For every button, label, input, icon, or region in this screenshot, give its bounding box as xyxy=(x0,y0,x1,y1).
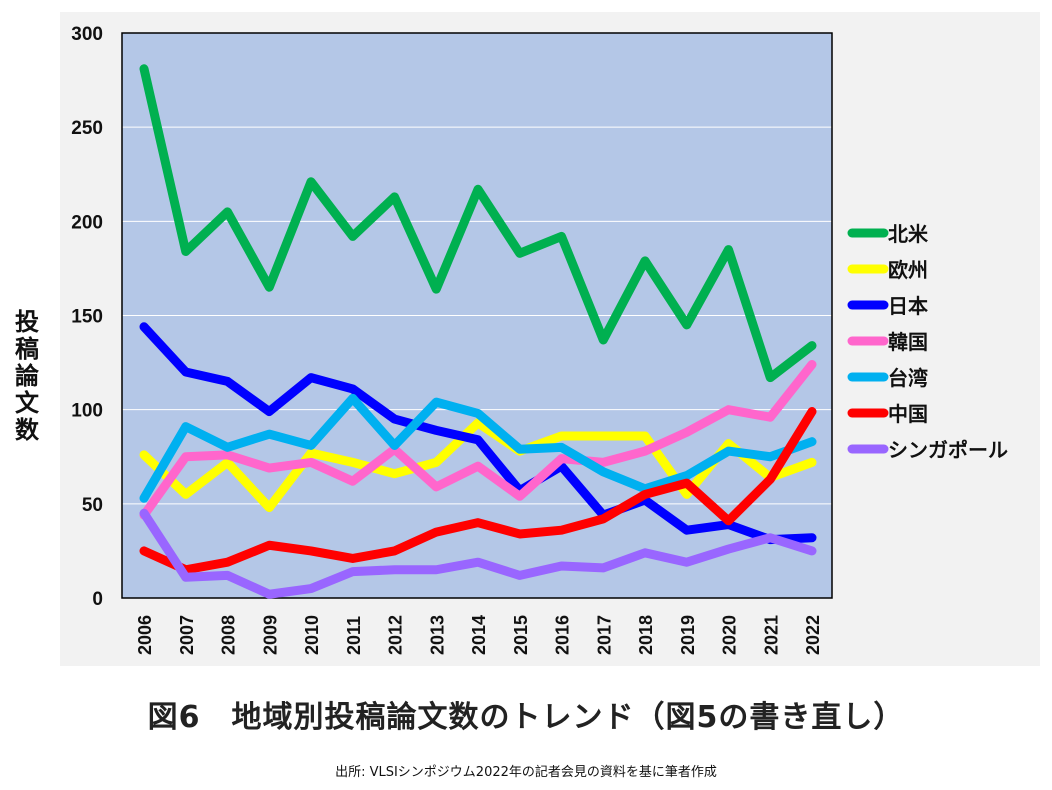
x-tick-label: 2011 xyxy=(344,616,364,655)
x-tick-label: 2021 xyxy=(761,615,781,655)
y-tick-label: 300 xyxy=(71,24,103,45)
plot-border xyxy=(121,32,833,599)
chart-source: 出所: VLSIシンポジウム2022年の記者会見の資料を基に筆者作成 xyxy=(335,765,717,780)
y-axis-label-char: 論 xyxy=(15,362,40,390)
x-tick-label: 2013 xyxy=(427,615,447,655)
legend-label: 欧州 xyxy=(888,258,928,282)
legend-label: シンガポール xyxy=(888,438,1008,462)
legend-label: 日本 xyxy=(888,294,928,318)
legend-label: 韓国 xyxy=(888,330,928,354)
y-tick-label: 100 xyxy=(71,401,103,422)
x-tick-label: 2006 xyxy=(135,615,155,655)
x-tick-label: 2008 xyxy=(219,615,239,655)
legend-label: 台湾 xyxy=(888,366,928,390)
legend-label: 中国 xyxy=(888,402,928,426)
x-tick-label: 2020 xyxy=(720,615,740,655)
x-tick-label: 2022 xyxy=(803,615,823,655)
x-tick-label: 2019 xyxy=(678,615,698,655)
y-tick-label: 50 xyxy=(82,495,103,516)
legend-label: 北米 xyxy=(888,222,929,246)
x-tick-label: 2010 xyxy=(302,615,322,655)
x-tick-label: 2009 xyxy=(260,615,280,655)
y-tick-label: 200 xyxy=(71,212,103,233)
series-line-6 xyxy=(139,508,817,599)
y-tick-label: 0 xyxy=(92,589,103,610)
y-tick-label: 250 xyxy=(71,118,103,139)
series-line-3 xyxy=(139,359,817,520)
y-tick-label: 150 xyxy=(71,307,103,328)
x-tick-label: 2015 xyxy=(511,615,531,655)
x-tick-label: 2016 xyxy=(553,615,573,655)
chart-title: 図6 地域別投稿論文数のトレンド（図5の書き直し） xyxy=(147,700,905,735)
series-line-4 xyxy=(139,393,817,503)
y-axis-label-char: 稿 xyxy=(15,335,39,363)
y-axis-label-char: 投 xyxy=(15,308,39,336)
series-line-2 xyxy=(139,322,817,545)
y-axis-label-char: 文 xyxy=(15,389,40,417)
series-line-0 xyxy=(139,64,817,383)
series-line-5 xyxy=(139,407,817,575)
x-tick-label: 2018 xyxy=(636,615,656,655)
x-tick-label: 2014 xyxy=(469,615,489,655)
x-tick-label: 2007 xyxy=(177,615,197,655)
x-tick-label: 2012 xyxy=(386,615,406,655)
x-tick-label: 2017 xyxy=(594,615,614,655)
series-line-1 xyxy=(139,418,817,513)
y-axis-label-char: 数 xyxy=(15,416,40,444)
